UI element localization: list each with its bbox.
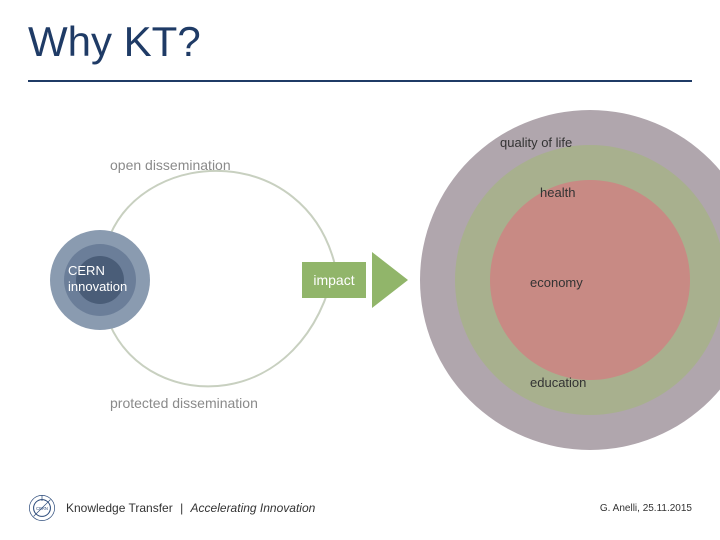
footer-text-kt: Knowledge Transfer (66, 501, 173, 515)
cern-logo-icon: CERN (28, 494, 56, 522)
slide-footer: CERN Knowledge Transfer | Accelerating I… (0, 494, 720, 522)
cern-text-line1: CERN (68, 263, 105, 278)
impact-arrow-icon (372, 252, 412, 308)
footer-author-date: G. Anelli, 25.11.2015 (600, 503, 692, 514)
slide-title: Why KT? (28, 18, 201, 66)
footer-text-tagline: Accelerating Innovation (191, 501, 316, 515)
impact-box: impact (302, 262, 366, 298)
ring-label-economy: economy (530, 275, 583, 290)
svg-text:CERN: CERN (36, 506, 48, 511)
footer-left: CERN Knowledge Transfer | Accelerating I… (28, 494, 315, 522)
title-underline (28, 80, 692, 82)
cern-text-line2: innovation (68, 279, 127, 294)
footer-separator: | (180, 501, 183, 515)
impact-label: impact (313, 272, 354, 288)
ring-label-education: education (530, 375, 586, 390)
cern-innovation-text: CERN innovation (68, 263, 127, 294)
diagram-area: open dissemination protected disseminati… (20, 115, 700, 455)
ring-label-health: health (540, 185, 575, 200)
ring-label-quality: quality of life (500, 135, 572, 150)
